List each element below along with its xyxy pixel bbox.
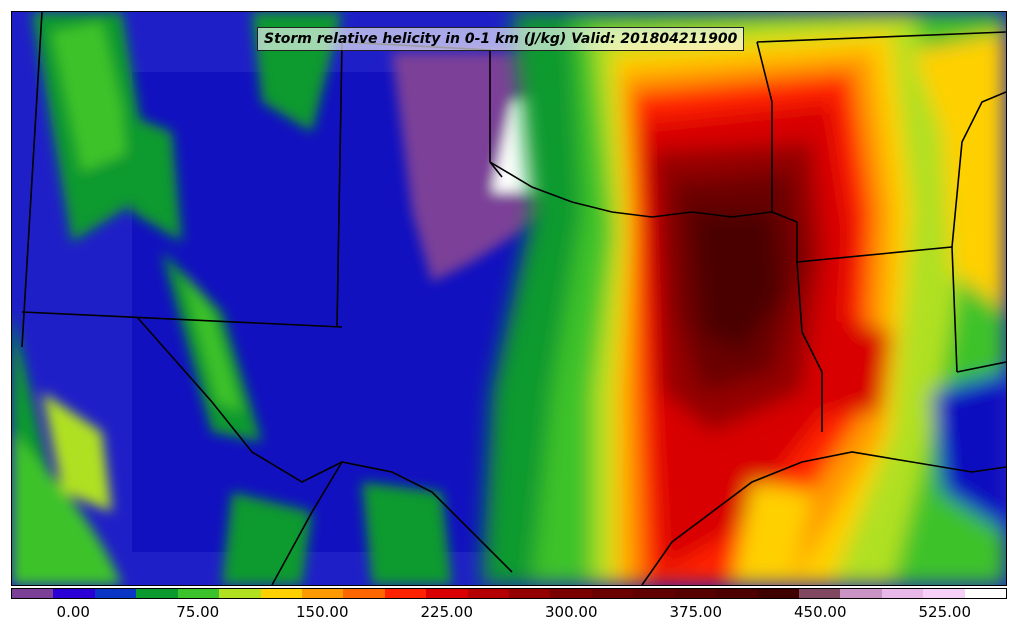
colorbar-tick-labels: 0.00 75.00 150.00 225.00 300.00 375.00 450.00 5… [11, 599, 1007, 629]
state-boundaries [21, 12, 1006, 585]
colorbar-tick-label: 525.00 [918, 603, 972, 621]
colorbar-segment [260, 589, 302, 598]
map-panel: Storm relative helicity in 0-1 km (J/kg)… [11, 11, 1007, 586]
colorbar-segment [840, 589, 882, 598]
colorbar-segment [467, 589, 510, 598]
border-ok-ar [756, 41, 773, 212]
border-colorado-south [21, 311, 343, 328]
colorbar-segment [881, 589, 924, 598]
border-nm-east [336, 41, 343, 328]
colorbar-tick-label: 0.00 [56, 603, 90, 621]
colorbar-segment [591, 589, 634, 598]
border-ms-la [956, 361, 1006, 373]
colorbar-segment [509, 589, 551, 598]
colorbar-tick-label: 75.00 [176, 603, 220, 621]
colorbar-segment [716, 589, 758, 598]
border-nm-mexico [271, 461, 343, 585]
map-title: Storm relative helicity in 0-1 km (J/kg)… [257, 27, 745, 51]
border-ok-tx-red-river [489, 161, 798, 223]
colorbar-segment [550, 589, 592, 598]
colorbar-tick-label: 300.00 [545, 603, 598, 621]
colorbar-segment [674, 589, 717, 598]
gulf-coast [641, 451, 1006, 585]
colorbar-segment [633, 589, 675, 598]
colorbar-segment [219, 589, 261, 598]
border-ar-la [796, 222, 958, 373]
colorbar-tick-label: 375.00 [669, 603, 723, 621]
colorbar-tick-label: 150.00 [296, 603, 349, 621]
border-ok-ks [489, 161, 503, 178]
helicity-map [12, 12, 1006, 585]
colorbar [11, 588, 1007, 599]
colorbar-segment [384, 589, 427, 598]
colorbar-segment [426, 589, 468, 598]
colorbar-segment [964, 589, 1007, 598]
border-tx-la [796, 261, 823, 432]
colorbar-segment [12, 589, 54, 598]
colorbar-segment [136, 589, 178, 598]
colorbar-segment [177, 589, 220, 598]
colorbar-segment [923, 589, 965, 598]
colorbar-tick-label: 225.00 [420, 603, 474, 621]
colorbar-segment [53, 589, 95, 598]
colorbar-tick-label: 450.00 [794, 603, 847, 621]
colorbar-segment [343, 589, 385, 598]
colorbar-segment [94, 589, 137, 598]
border-ms-east [951, 91, 1006, 248]
border-ar-north [756, 31, 1006, 43]
eastern-bands [482, 12, 1006, 585]
colorbar-segment [301, 589, 344, 598]
border-az-nm [21, 12, 43, 348]
colorbar-segment [757, 589, 800, 598]
colorbar-segment [799, 589, 841, 598]
